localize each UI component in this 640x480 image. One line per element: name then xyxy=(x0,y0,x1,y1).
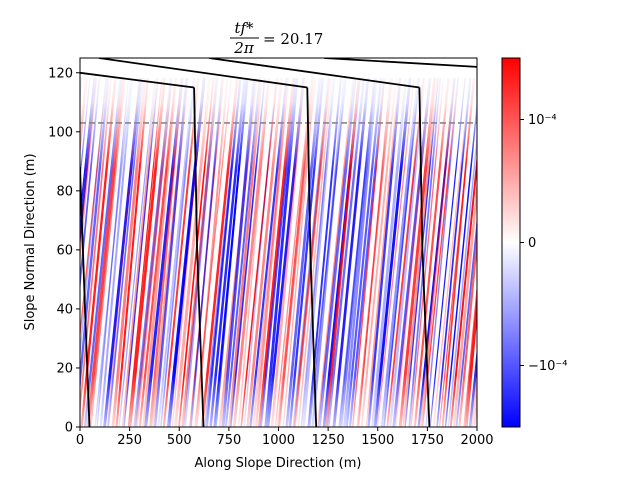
y-tick-label: 20 xyxy=(56,361,73,376)
topography-top-curve xyxy=(98,58,308,89)
x-tick-label: 1750 xyxy=(411,433,444,448)
y-axis: 0 20 40 60 80 100 120 xyxy=(48,66,80,436)
colorbar-tick-label: 0 xyxy=(528,236,536,251)
x-tick-label: 2000 xyxy=(460,433,493,448)
x-tick-label: 1500 xyxy=(361,433,394,448)
y-tick-label: 60 xyxy=(56,243,73,258)
plot-area xyxy=(79,57,478,428)
colorbar-tick-label: 10⁻⁴ xyxy=(528,113,557,128)
colorbar: 10⁻⁴ 0 −10⁻⁴ xyxy=(501,57,568,428)
topography-wall-curve xyxy=(193,87,205,427)
x-tick-label: 250 xyxy=(117,433,142,448)
y-tick-label: 120 xyxy=(48,66,73,81)
y-tick-label: 100 xyxy=(48,125,73,140)
topography-curves xyxy=(80,58,477,427)
topography-top-curve xyxy=(80,71,195,89)
topography-top-curve xyxy=(324,58,477,68)
heatmap-stripe xyxy=(473,386,477,427)
colorbar-gradient xyxy=(501,57,521,428)
topography-wall-curve xyxy=(306,87,318,427)
title-value: = 20.17 xyxy=(263,30,323,48)
title-numerator: tf* xyxy=(234,19,254,37)
x-axis: 0 250 500 750 1000 1250 1500 1750 2000 xyxy=(76,427,494,448)
x-tick-label: 1000 xyxy=(262,433,295,448)
topography-top-curve xyxy=(208,58,420,89)
topography-wall-curve xyxy=(80,167,91,427)
x-axis-label: Along Slope Direction (m) xyxy=(195,456,362,471)
x-tick-label: 750 xyxy=(216,433,241,448)
heatmap-fade xyxy=(80,58,477,427)
topography-wall-curve xyxy=(418,87,431,427)
x-tick-label: 1250 xyxy=(312,433,345,448)
y-tick-label: 40 xyxy=(56,302,73,317)
colorbar-tick-label: −10⁻⁴ xyxy=(528,359,568,374)
y-tick-label: 0 xyxy=(65,421,73,436)
colorbar-ticks: 10⁻⁴ 0 −10⁻⁴ xyxy=(520,113,568,374)
y-tick-label: 80 xyxy=(56,184,73,199)
x-tick-label: 500 xyxy=(167,433,192,448)
x-tick-label: 0 xyxy=(76,433,84,448)
chart-title: tf* 2π = 20.17 xyxy=(230,19,323,57)
y-axis-label: Slope Normal Direction (m) xyxy=(23,153,38,330)
title-denominator: 2π xyxy=(233,39,255,57)
